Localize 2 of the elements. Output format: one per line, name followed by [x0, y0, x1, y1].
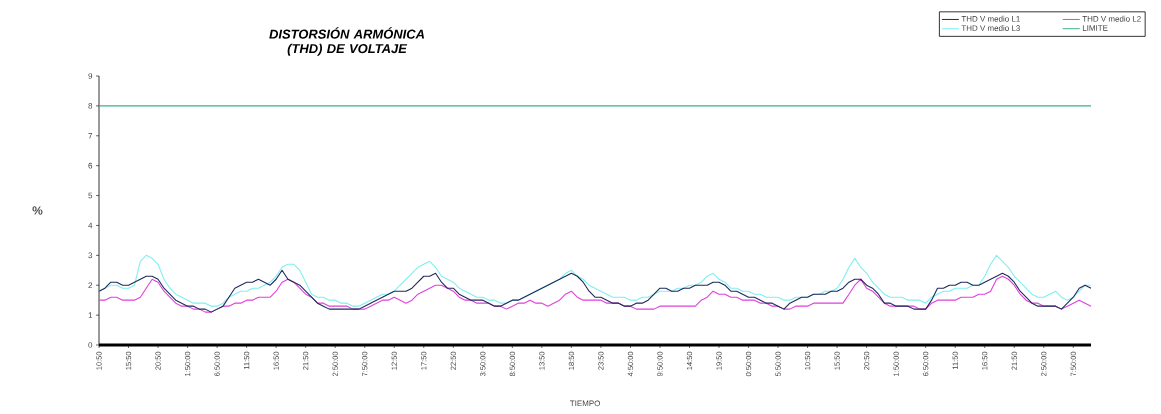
chart-title: DISTORSIÓN ARMÓNICA (THD) DE VOLTAJE	[269, 27, 425, 56]
y-axis-title: %	[32, 206, 43, 215]
